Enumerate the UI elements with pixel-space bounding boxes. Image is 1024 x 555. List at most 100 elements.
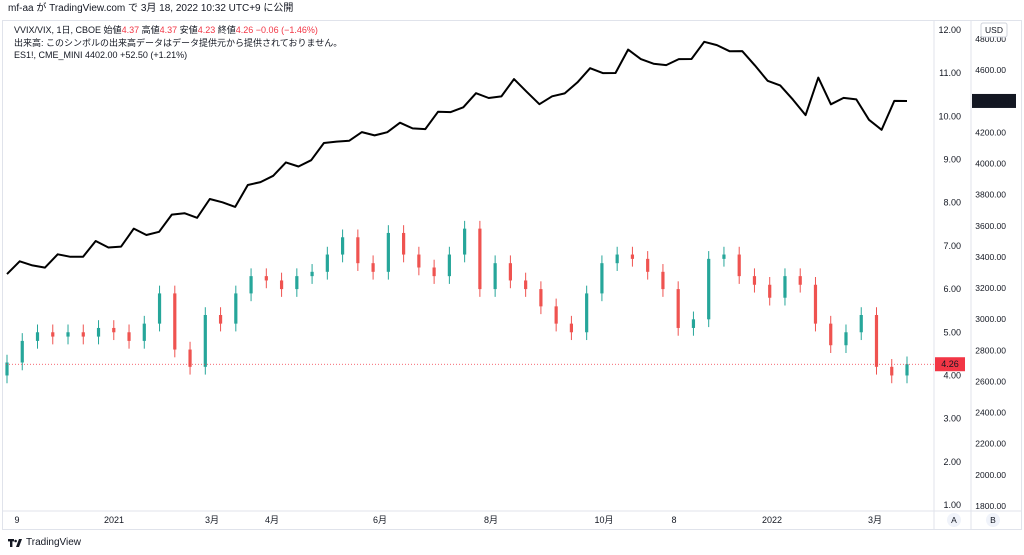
time-axis-label: 9 — [14, 515, 19, 525]
time-axis-label: 8月 — [484, 515, 498, 525]
vvix-candle — [386, 232, 390, 272]
vvix-candle — [676, 289, 680, 328]
vvix-candle — [783, 276, 787, 298]
legend-low-value: 4.23 — [197, 25, 216, 35]
vvix-candle — [508, 263, 512, 281]
vvix-candle — [874, 315, 879, 367]
vvix-candle — [295, 276, 299, 290]
vvix-candle — [524, 280, 528, 290]
legend-open-value: 4.37 — [121, 25, 140, 35]
vvix-candle — [447, 254, 451, 277]
price-tick-label: 4800.00 — [975, 34, 1006, 44]
price-tick-label: 2200.00 — [975, 439, 1006, 449]
vvix-candle — [646, 258, 650, 272]
vvix-candle — [279, 280, 284, 290]
log-scale-label: B — [990, 515, 996, 525]
ratio-tick-label: 3.00 — [943, 414, 961, 424]
footer: TradingView — [8, 535, 81, 551]
ratio-tick-label: 8.00 — [943, 198, 961, 208]
chart-frame — [2, 20, 1022, 530]
vvix-candle — [661, 271, 665, 290]
vvix-candle — [402, 232, 406, 255]
vvix-candle — [371, 263, 375, 272]
legend-vvix-symbol[interactable]: VVIX/VIX, 1日, CBOE — [14, 25, 102, 35]
log-scale-button[interactable] — [986, 513, 1000, 527]
price-tick-label: 3200.00 — [975, 283, 1006, 293]
vvix-candle — [20, 340, 24, 363]
legend-es-row: ES1!, CME_MINI 4402.00 +52.50 (+1.21%) — [14, 49, 342, 62]
tradingview-logo-icon — [8, 539, 22, 547]
legend-high-value: 4.37 — [159, 25, 178, 35]
footer-brand[interactable]: TradingView — [26, 537, 82, 548]
legend-high-label: 高値 — [141, 25, 160, 35]
vvix-candle — [890, 366, 894, 376]
vvix-candle — [463, 228, 467, 255]
currency-label: USD — [985, 25, 1003, 35]
vvix-candle — [859, 315, 863, 333]
legend-open-label: 始値 — [103, 25, 122, 35]
vvix-candle — [844, 332, 848, 346]
time-axis-label: 3月 — [205, 515, 219, 525]
vvix-candle — [35, 332, 40, 341]
vvix-candle — [310, 271, 314, 277]
ratio-last-value-badge — [935, 357, 965, 372]
price-tick-label: 3000.00 — [975, 314, 1006, 324]
price-last-value: 4402.00 — [979, 96, 1010, 106]
vvix-candle — [340, 237, 345, 255]
legend-volume-note: 出来高: このシンボルの出来高データはデータ提供元から提供されておりません。 — [14, 37, 343, 48]
vvix-candle — [798, 276, 802, 285]
time-axis-label: 4月 — [265, 515, 279, 525]
vvix-candle — [752, 276, 757, 285]
vvix-candle — [539, 289, 543, 307]
legend-vvix-row: VVIX/VIX, 1日, CBOE 始値4.37 高値4.37 安値4.23 … — [14, 24, 342, 37]
vvix-candle — [249, 276, 253, 294]
vvix-candle — [829, 323, 833, 346]
vvix-candle — [112, 327, 116, 333]
price-last-value-badge — [972, 93, 1016, 108]
currency-button[interactable] — [980, 22, 1008, 38]
price-tick-label: 4600.00 — [975, 65, 1006, 75]
vvix-candle — [203, 315, 207, 367]
price-tick-label: 2000.00 — [975, 470, 1006, 480]
vvix-candle — [325, 254, 329, 272]
time-axis-label: 10月 — [594, 515, 613, 525]
price-tick-label: 4200.00 — [975, 127, 1006, 137]
vvix-candle — [813, 284, 818, 324]
ratio-last-value: 4.26 — [941, 359, 959, 369]
vvix-candle — [173, 293, 177, 350]
ratio-tick-label: 10.00 — [938, 111, 961, 121]
price-tick-label: 4000.00 — [975, 159, 1006, 169]
vvix-candle — [81, 332, 85, 337]
price-tick-label: 3400.00 — [975, 252, 1006, 262]
vvix-candle — [264, 276, 268, 281]
auto-scale-button[interactable] — [947, 513, 961, 527]
ratio-tick-label: 9.00 — [943, 155, 961, 165]
vvix-candle — [615, 254, 619, 264]
time-axis-label: 2021 — [104, 515, 124, 525]
vvix-candle — [188, 349, 192, 367]
vvix-candle — [737, 254, 741, 277]
publish-text: mf-aa が TradingView.com で 3月 18, 2022 10… — [8, 3, 294, 14]
chart-legend: VVIX/VIX, 1日, CBOE 始値4.37 高値4.37 安値4.23 … — [14, 24, 342, 62]
vvix-candle — [51, 332, 55, 337]
vvix-candle — [478, 228, 482, 290]
vvix-candle — [600, 263, 604, 294]
ratio-tick-label: 11.00 — [939, 68, 961, 78]
vvix-candle — [127, 332, 131, 341]
ratio-tick-label: 2.00 — [943, 457, 961, 467]
vvix-candle — [417, 254, 421, 268]
price-tick-label: 3600.00 — [975, 221, 1006, 231]
vvix-candle — [691, 319, 696, 328]
vvix-candle — [5, 362, 9, 376]
vvix-candle — [569, 323, 574, 333]
legend-low-label: 安値 — [179, 25, 198, 35]
vvix-candle — [585, 293, 589, 333]
vvix-candle — [432, 267, 436, 277]
auto-scale-label: A — [951, 515, 957, 525]
vvix-candle — [630, 254, 635, 259]
vvix-candle — [722, 254, 726, 259]
ratio-tick-label: 4.00 — [943, 370, 961, 380]
vvix-candle — [707, 258, 711, 320]
legend-es-symbol[interactable]: ES1!, CME_MINI — [14, 50, 83, 60]
